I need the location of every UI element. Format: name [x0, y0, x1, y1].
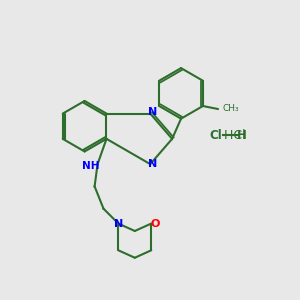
- Text: N: N: [148, 159, 157, 169]
- Text: O: O: [151, 219, 160, 229]
- Text: Cl: Cl: [209, 129, 222, 142]
- Text: N: N: [148, 107, 157, 117]
- Text: N: N: [114, 219, 123, 229]
- Text: NH: NH: [82, 160, 100, 171]
- Text: ·HCl: ·HCl: [220, 129, 246, 142]
- Text: H: H: [237, 129, 247, 142]
- Text: CH₃: CH₃: [222, 104, 239, 113]
